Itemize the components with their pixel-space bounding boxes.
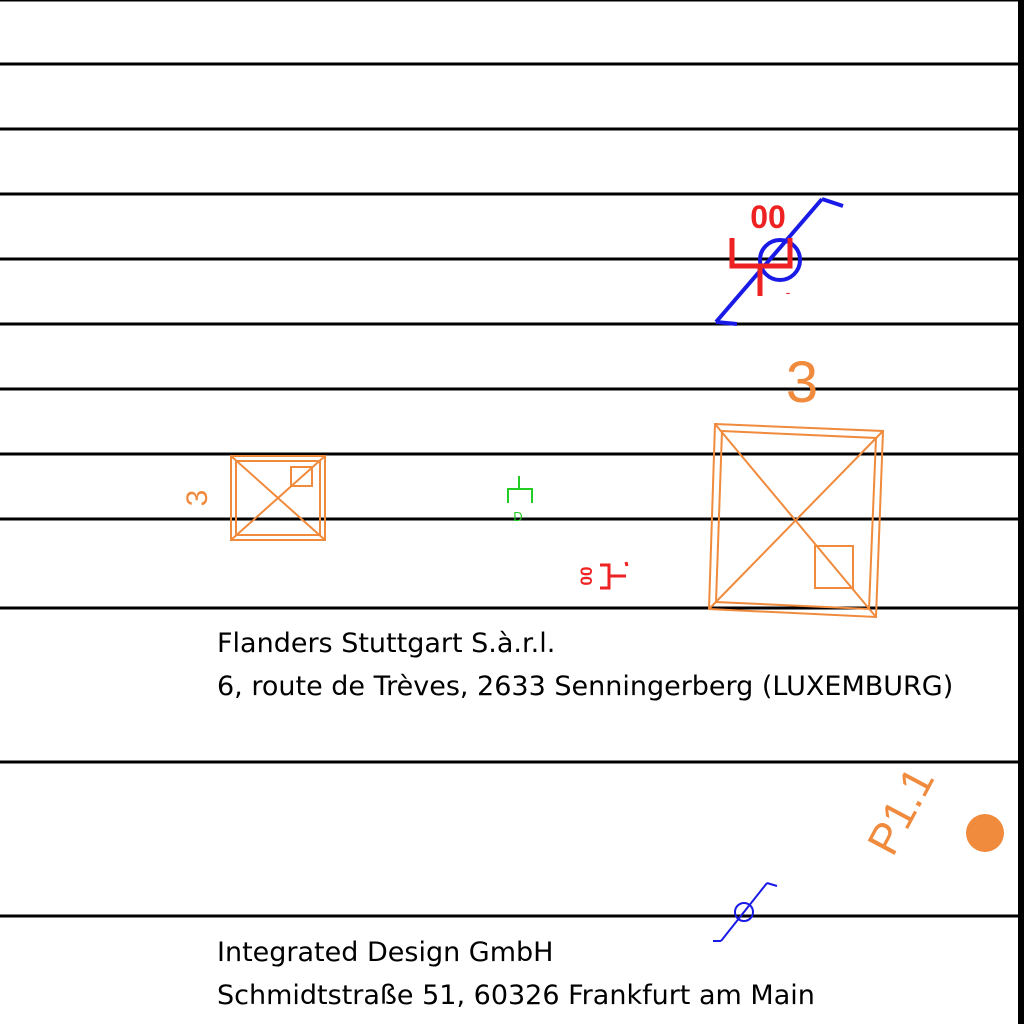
large-column-symbol bbox=[707, 422, 885, 619]
blue-fixture-symbol bbox=[714, 197, 844, 326]
point-marker bbox=[966, 814, 1004, 852]
company-name-1: Flanders Stuttgart S.à.r.l. bbox=[217, 628, 556, 659]
company-address-1: 6, route de Trèves, 2633 Senningerberg (… bbox=[217, 671, 954, 702]
small-column-symbol bbox=[230, 455, 326, 541]
red-tag-symbol bbox=[729, 238, 793, 296]
blue-fixture-symbol-small bbox=[713, 882, 778, 942]
red-tag-top: 00 bbox=[750, 199, 786, 235]
red-tag-dash: - bbox=[786, 284, 791, 300]
red-fixture-symbol bbox=[600, 561, 629, 590]
red-tag-mid: 00 bbox=[577, 567, 596, 586]
right-border bbox=[1018, 0, 1024, 1024]
large-column-label: 3 bbox=[786, 350, 818, 415]
company-name-2: Integrated Design GmbH bbox=[217, 937, 554, 968]
green-fixture-symbol bbox=[507, 476, 533, 503]
small-column-label: 3 bbox=[181, 490, 214, 507]
horizontal-grid-lines bbox=[0, 0, 1018, 918]
green-tag: D bbox=[513, 509, 522, 524]
company-address-2: Schmidtstraße 51, 60326 Frankfurt am Mai… bbox=[217, 980, 815, 1011]
point-label: P1.1 bbox=[858, 760, 944, 863]
